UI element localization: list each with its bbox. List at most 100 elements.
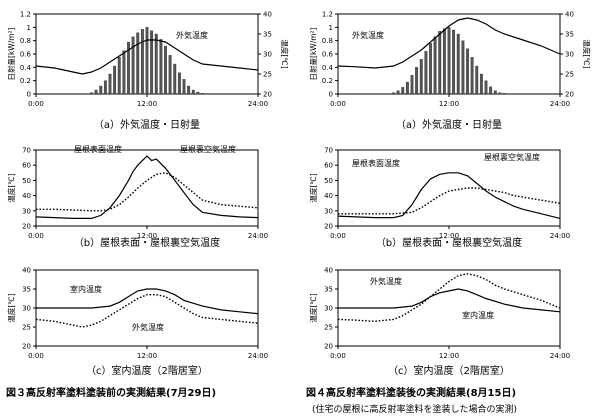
series-annotation: 屋根裏空気温度 (180, 144, 236, 154)
radiation-bar (99, 85, 103, 95)
y-tick-label: 20 (22, 223, 31, 231)
series-line (337, 172, 561, 219)
y-tick-label: 1 (27, 24, 31, 32)
radiation-bar (154, 33, 158, 95)
series-annotation: 室内温度 (70, 284, 102, 294)
x-tick-label: 0:00 (28, 352, 44, 360)
y-tick-label: 20 (324, 343, 333, 351)
figure3-title: 図３高反射率塗料塗装前の実測結果(7月29日) (6, 386, 216, 399)
series-line (338, 187, 561, 215)
chart-R-a: 0:00 12:00 24:00 0 0.2 0.4 0.6 0.8 1 1.2 日射量[kW/m²… (308, 11, 592, 132)
radiation-bar (103, 80, 107, 95)
chart-caption: （a）外気温度・日射量 (94, 118, 200, 131)
y2-axis-label: 温度[℃] (280, 39, 290, 68)
radiation-bar (442, 28, 446, 95)
y-tick-label: 1.2 (322, 11, 333, 19)
radiation-bar (405, 81, 409, 95)
radiation-bar (489, 86, 493, 95)
y2-tick-label: 30 (565, 51, 574, 59)
x-tick-label: 24:00 (550, 232, 570, 240)
chart-L-a: 0:00 12:00 24:00 0 0.2 0.4 0.6 0.8 1 1.2 日射量[kW/m²… (6, 11, 290, 132)
radiation-bar (466, 48, 469, 95)
chart-panels: 0:00 12:00 24:00 0 0.2 0.4 0.6 0.8 1 1.2 日射量[kW/m²… (6, 11, 592, 378)
y-axis-label: 温度[℃] (6, 293, 16, 322)
radiation-bar (498, 92, 502, 95)
radiation-bar (447, 27, 451, 95)
x-tick-label: 0:00 (28, 232, 44, 240)
radiation-bar (452, 29, 456, 95)
y-tick-label: 30 (324, 207, 333, 215)
radiation-bar (196, 91, 200, 95)
radiation-bar (479, 73, 483, 95)
radiation-bar (140, 29, 144, 95)
radiation-bar (168, 55, 172, 95)
y-axis-label: 温度[℃] (308, 293, 318, 322)
y-tick-label: 60 (22, 162, 31, 170)
radiation-bar (392, 92, 395, 95)
y-tick-label: 40 (22, 192, 31, 200)
x-tick-label: 24:00 (248, 100, 268, 108)
y2-tick-label: 35 (565, 31, 574, 39)
x-tick-label: 12:00 (137, 100, 157, 108)
series-annotation: 外気温度 (352, 30, 384, 40)
x-tick-label: 12:00 (137, 352, 157, 360)
radiation-bar (201, 93, 204, 95)
chart-R-b: 0:00 12:00 24:00 20 30 40 50 60 70 温度[℃] 屋根表面温度 屋根裏… (308, 147, 570, 250)
radiation-bar (415, 67, 419, 95)
y2-tick-label: 25 (565, 71, 574, 79)
y-axis-label: 温度[℃] (6, 173, 16, 202)
radiation-bar (419, 59, 423, 95)
y2-tick-label: 20 (565, 91, 574, 99)
x-tick-label: 24:00 (550, 100, 570, 108)
y2-tick-label: 35 (263, 31, 272, 39)
radiation-bar (493, 90, 497, 95)
series-annotation: 外気温度 (176, 30, 208, 40)
x-tick-label: 0:00 (330, 352, 346, 360)
x-tick-label: 12:00 (439, 100, 459, 108)
chart-caption: （b）屋根表面・屋根裏空気温度 (376, 236, 522, 249)
figure4-title: 図４高反射率塗料塗装後の実測結果(8月15日) (306, 386, 516, 399)
y-tick-label: 25 (324, 324, 333, 332)
radiation-bar (410, 75, 414, 95)
y-tick-label: 20 (22, 343, 31, 351)
y-tick-label: 0 (329, 91, 333, 99)
series-line (35, 155, 259, 219)
radiation-bar (191, 89, 195, 95)
y-tick-label: 35 (324, 286, 333, 294)
radiation-bar (401, 87, 405, 95)
y2-tick-label: 30 (263, 51, 272, 59)
x-tick-label: 24:00 (248, 352, 268, 360)
x-tick-label: 0:00 (330, 232, 346, 240)
radiation-bar (150, 30, 154, 95)
y-tick-label: 0.6 (20, 51, 32, 59)
series-line (35, 39, 259, 75)
radiation-bar (90, 92, 93, 95)
y-tick-label: 0.8 (322, 37, 333, 45)
radiation-bar (433, 36, 437, 95)
y-tick-label: 0.8 (20, 37, 31, 45)
y-axis-label: 日射量[kW/m²] (308, 27, 318, 80)
radiation-bar (145, 27, 149, 95)
y-tick-label: 1.2 (20, 11, 31, 19)
radiation-bar (136, 32, 140, 95)
radiation-bar (131, 36, 135, 95)
y-tick-label: 25 (22, 324, 31, 332)
series-annotation: 室内温度 (462, 310, 494, 320)
radiation-bar (429, 43, 432, 95)
x-tick-label: 12:00 (137, 232, 157, 240)
y2-tick-label: 40 (263, 11, 272, 19)
chart-caption: （b）屋根表面・屋根裏空気温度 (74, 236, 220, 249)
radiation-bar (127, 41, 130, 95)
chart-caption: （a）外気温度・日射量 (396, 118, 502, 131)
radiation-bar (177, 72, 181, 95)
x-tick-label: 0:00 (28, 100, 44, 108)
radiation-bar (475, 65, 479, 95)
y-axis-label: 日射量[kW/m²] (6, 27, 16, 80)
series-line (36, 288, 259, 315)
plot-frame (35, 149, 259, 227)
series-annotation: 屋根裏空気温度 (484, 152, 540, 162)
series-line (337, 17, 561, 69)
